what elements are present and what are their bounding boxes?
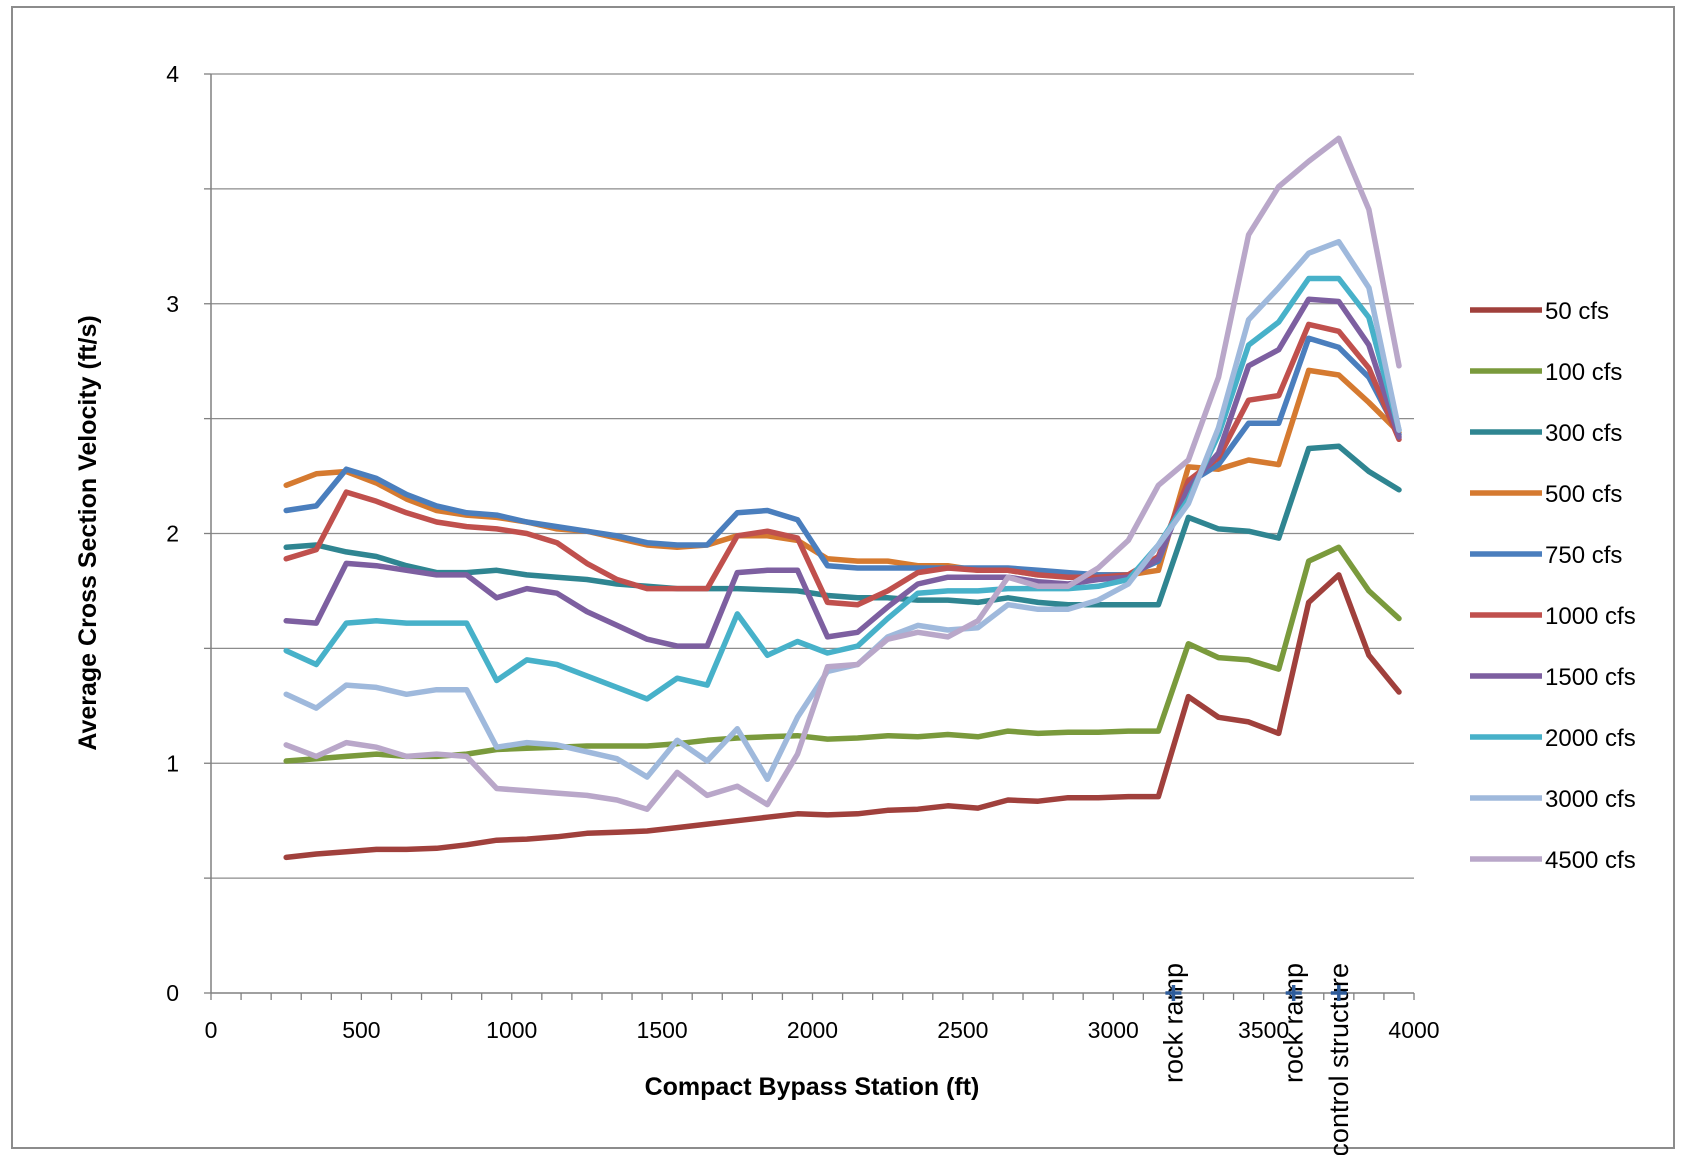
x-axis-title: Compact Bypass Station (ft) xyxy=(645,1073,980,1101)
x-tick-label: 3000 xyxy=(1088,1017,1139,1043)
x-tick-label: 4000 xyxy=(1388,1017,1439,1043)
x-tick-label: 1500 xyxy=(637,1017,688,1043)
grid-lines xyxy=(211,73,1414,879)
y-axis-title: Average Cross Section Velocity (ft/s) xyxy=(74,315,102,750)
tick-labels: 0 1 2 3 4 0 500 1000 1500 2000 2500 3000 3500 4000 xyxy=(166,61,1439,1043)
legend-label: 500 cfs xyxy=(1545,481,1622,508)
legend-label: 1500 cfs xyxy=(1545,664,1636,691)
annotations: rock ramp rock ramp control structure xyxy=(1158,963,1353,1155)
legend-label: 100 cfs xyxy=(1545,359,1622,386)
series-line xyxy=(283,296,1402,649)
y-tick-label: 1 xyxy=(166,750,179,776)
annotation-label: rock ramp xyxy=(1279,963,1309,1083)
series-line xyxy=(283,135,1402,812)
series-line xyxy=(283,544,1402,764)
legend-label: 50 cfs xyxy=(1545,298,1609,325)
y-tick-label: 0 xyxy=(166,980,179,1006)
y-tick-label: 3 xyxy=(166,291,179,317)
x-tick-label: 2000 xyxy=(787,1017,838,1043)
legend: 50 cfs 100 cfs 300 cfs 500 cfs 750 cfs 1000 c… xyxy=(1470,298,1636,874)
x-tick-label: 3500 xyxy=(1238,1017,1289,1043)
x-tick-label: 2500 xyxy=(937,1017,988,1043)
annotation-label: rock ramp xyxy=(1158,963,1188,1083)
chart-frame xyxy=(11,6,1675,1149)
legend-label: 300 cfs xyxy=(1545,420,1622,447)
series-line xyxy=(283,443,1402,608)
series-lines xyxy=(283,135,1402,861)
series-line xyxy=(283,572,1402,861)
x-tick-label: 0 xyxy=(205,1017,218,1043)
x-tick-label: 500 xyxy=(342,1017,380,1043)
legend-label: 4500 cfs xyxy=(1545,847,1636,874)
legend-label: 1000 cfs xyxy=(1545,603,1636,630)
series-line xyxy=(283,335,1402,578)
legend-label: 750 cfs xyxy=(1545,542,1622,569)
y-tick-label: 2 xyxy=(166,521,179,547)
legend-label: 3000 cfs xyxy=(1545,786,1636,813)
legend-label: 2000 cfs xyxy=(1545,725,1636,752)
x-tick-label: 1000 xyxy=(486,1017,537,1043)
y-tick-label: 4 xyxy=(166,61,179,87)
